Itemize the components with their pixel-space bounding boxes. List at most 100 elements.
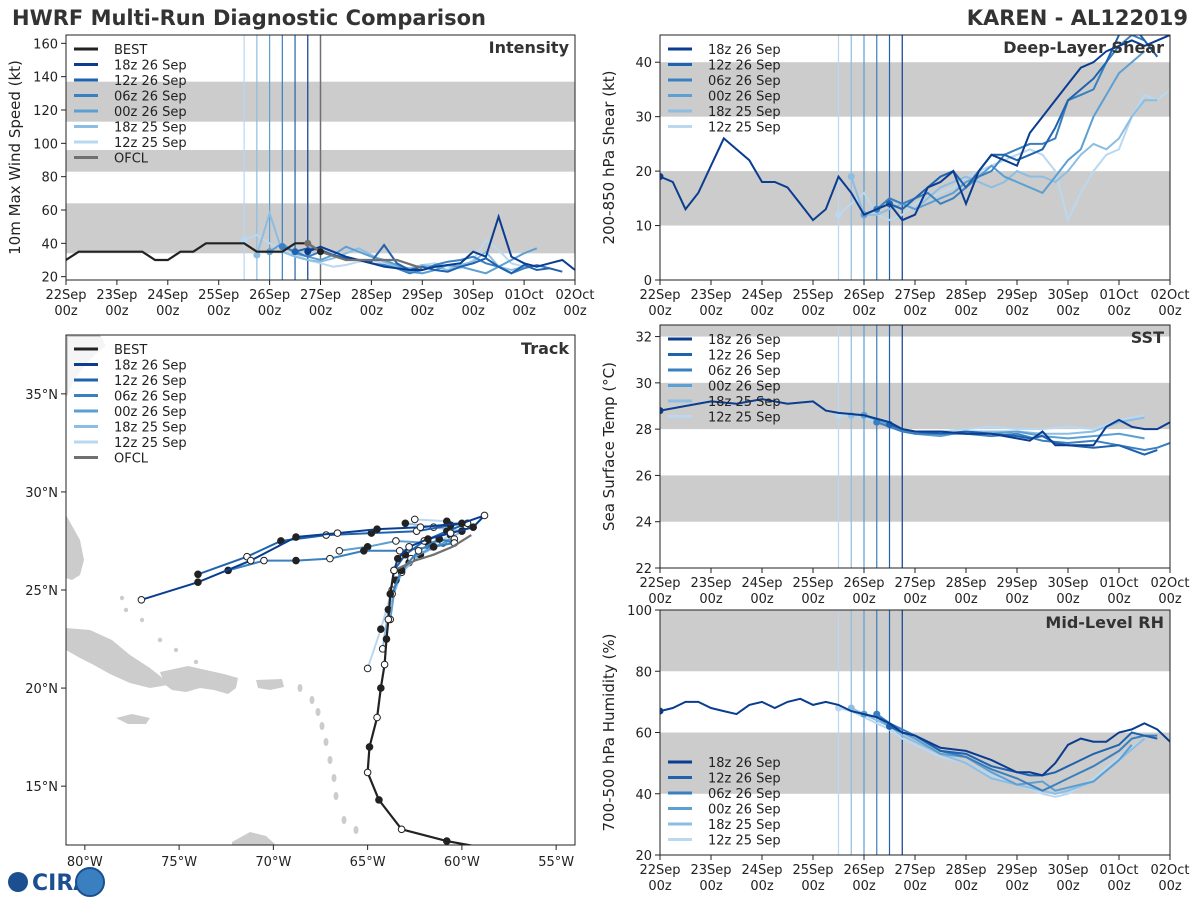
x-tick-label: 00z	[699, 304, 723, 319]
x-tick-label: 26Sep	[843, 288, 884, 303]
x-tick-label: 00z	[648, 879, 672, 894]
x-tick-label: 00z	[648, 304, 672, 319]
x-tick-label: 30Sep	[1047, 576, 1088, 591]
legend-label: 12z 25 Sep	[114, 436, 187, 451]
best-track-marker	[380, 660, 389, 669]
bahamas-island	[139, 617, 145, 623]
lesser-antilles-island	[331, 774, 337, 782]
hispaniola-land	[160, 666, 238, 694]
x-tick-label: 23Sep	[96, 288, 137, 303]
series-track-marker	[260, 556, 268, 565]
series-start-marker	[278, 243, 286, 251]
panel-title: Intensity	[489, 38, 570, 57]
legend-label: 18z 26 Sep	[708, 43, 781, 58]
x-tick-label: 30Sep	[453, 288, 494, 303]
shading-band	[660, 325, 1170, 337]
y-axis-label: 10m Max Wind Speed (kt)	[6, 60, 24, 255]
x-tick-label: 22Sep	[639, 863, 680, 878]
series-start-marker	[291, 248, 299, 256]
panel-title: SST	[1131, 328, 1164, 347]
y-tick-label: 20	[635, 165, 652, 180]
x-tick-label: 00z	[258, 304, 282, 319]
shading-band	[660, 62, 1170, 117]
x-tick-label: 00z	[1056, 592, 1080, 607]
legend-label: BEST	[114, 43, 147, 58]
series-track-marker	[469, 523, 478, 532]
series-line	[876, 421, 1170, 452]
legend-label: 06z 26 Sep	[708, 74, 781, 89]
x-tick-label: 00z	[954, 592, 978, 607]
y-tick-label: 30	[635, 111, 652, 126]
series-track-marker	[377, 625, 385, 634]
legend-label: OFCL	[114, 152, 149, 167]
best-track-marker	[386, 590, 395, 598]
x-tick-label: 00z	[750, 304, 774, 319]
legend-label: 12z 25 Sep	[114, 136, 187, 151]
series-line	[876, 35, 1145, 210]
x-tick-label: 27Sep	[894, 863, 935, 878]
best-track-marker	[365, 743, 374, 751]
x-tick-label: 00z	[1107, 592, 1131, 607]
series-track-marker	[137, 596, 146, 604]
x-tick-label: 00z	[903, 592, 927, 607]
x-tick-label: 00z	[1056, 879, 1080, 894]
best-track-line	[66, 242, 322, 262]
x-tick-label: 00z	[852, 592, 876, 607]
best-track-marker	[382, 635, 391, 643]
legend-label: 18z 26 Sep	[114, 359, 187, 374]
x-tick-label: 02Oct	[1150, 576, 1189, 591]
x-tick-label: 01Oct	[1099, 576, 1138, 591]
x-tick-label: 29Sep	[996, 288, 1037, 303]
x-tick-label: 00z	[801, 592, 825, 607]
y-tick-label: 40	[41, 237, 58, 252]
x-tick-label: 24Sep	[741, 288, 782, 303]
x-tick-label: 02Oct	[1150, 288, 1189, 303]
x-tick-label: 00z	[954, 304, 978, 319]
series-start-marker	[660, 707, 664, 715]
x-tick-label: 30Sep	[1047, 863, 1088, 878]
x-tick-label: 01Oct	[1099, 288, 1138, 303]
y-axis-label: 200-850 hPa Shear (kt)	[600, 71, 618, 245]
x-tick-label: 00z	[54, 304, 78, 319]
x-tick-label: 00z	[750, 592, 774, 607]
y-tick-label: 26	[635, 469, 652, 484]
series-track-marker	[410, 515, 419, 524]
x-tick-label: 00z	[207, 304, 231, 319]
x-tick-label: 01Oct	[1099, 863, 1138, 878]
lesser-antilles-island	[353, 826, 359, 834]
series-track-marker	[194, 578, 202, 586]
x-tick-label: 26Sep	[249, 288, 290, 303]
tracks-group	[137, 511, 489, 845]
x-tick-label: 23Sep	[690, 576, 731, 591]
legend-label: 00z 26 Sep	[708, 803, 781, 818]
y-tick-label: 20	[41, 271, 58, 286]
x-tick-label: 00z	[1158, 879, 1182, 894]
x-tick-label: 01Oct	[505, 288, 544, 303]
x-tick-label: 00z	[1005, 304, 1029, 319]
series-group	[66, 209, 575, 275]
panel-title: Deep-Layer Shear	[1003, 38, 1164, 57]
x-tick-label: 00z	[512, 304, 536, 319]
lesser-antilles-island	[309, 696, 315, 704]
series-track-line	[227, 537, 455, 595]
shading-band	[660, 475, 1170, 522]
legend-label: 06z 26 Sep	[114, 390, 187, 405]
x-tick-label: 00z	[954, 879, 978, 894]
x-tick-label: 00z	[105, 304, 129, 319]
legend-label: 00z 26 Sep	[708, 90, 781, 105]
lesser-antilles-island	[341, 816, 347, 824]
best-track-marker	[377, 684, 385, 692]
x-tick-label: 00z	[801, 879, 825, 894]
shading-band	[660, 382, 1170, 430]
intensity-panel: 22Sep00z23Sep00z24Sep00z25Sep00z26Sep00z…	[6, 34, 595, 319]
y-tick-label: 15°N	[25, 780, 58, 795]
lesser-antilles-island	[333, 792, 339, 800]
lesser-antilles-island	[323, 738, 329, 746]
y-tick-label: 100	[33, 137, 58, 152]
y-tick-label: 60	[41, 204, 58, 219]
series-line	[876, 713, 1158, 792]
y-tick-label: 25°N	[25, 584, 58, 599]
series-start-marker	[873, 418, 881, 426]
series-track-marker	[360, 546, 368, 555]
y-tick-label: 0	[644, 274, 652, 289]
